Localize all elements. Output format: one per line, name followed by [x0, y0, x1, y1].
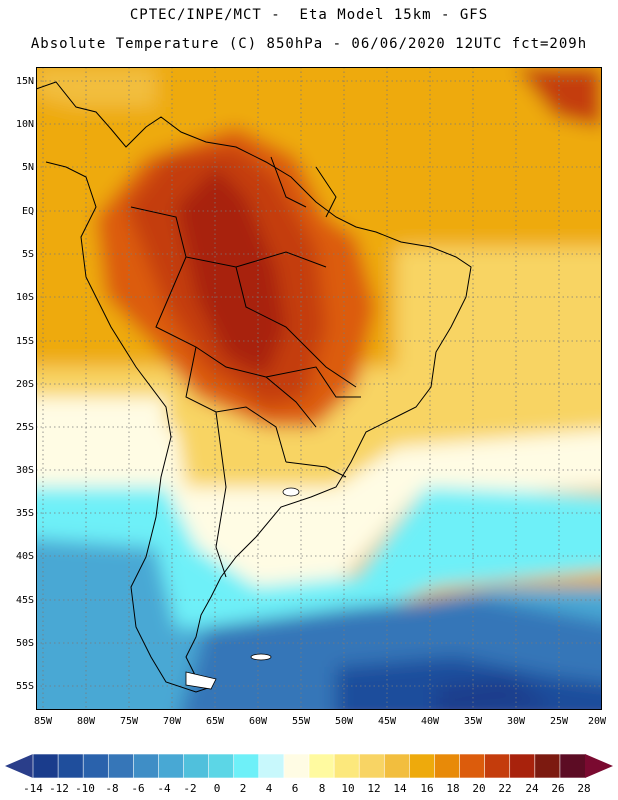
colorbar-label: 26	[551, 782, 565, 795]
colorbar-swatch	[32, 753, 59, 779]
lon-label: 85W	[33, 716, 53, 727]
colorbar-label: -6	[131, 782, 145, 795]
lat-label: 5N	[21, 162, 34, 173]
temperature-map	[36, 67, 602, 710]
chart-subtitle: Absolute Temperature (C) 850hPa - 06/06/…	[30, 36, 588, 52]
colorbar-swatch	[484, 753, 511, 779]
colorbar-swatch	[283, 753, 310, 779]
field-24	[176, 167, 286, 377]
lon-label: 35W	[463, 716, 483, 727]
lat-label: 10S	[15, 292, 34, 303]
colorbar-swatch	[534, 753, 561, 779]
coastline	[36, 81, 472, 693]
colorbar-swatch	[133, 753, 160, 779]
colorbar-swatch	[107, 753, 135, 779]
colorbar-under-arrow	[5, 754, 33, 778]
colorbar-label: 0	[213, 782, 221, 795]
lat-label: 30S	[15, 465, 34, 476]
colorbar-label: 28	[577, 782, 591, 795]
colorbar-swatch	[559, 753, 586, 779]
colorbar-label: 20	[472, 782, 486, 795]
lon-label: 45W	[377, 716, 397, 727]
colorbar-swatch	[409, 753, 436, 779]
lon-label: 65W	[205, 716, 225, 727]
lon-label: 75W	[119, 716, 139, 727]
lon-label: 25W	[549, 716, 569, 727]
field-22-north	[516, 67, 602, 127]
colorbar-swatch	[333, 753, 360, 779]
colorbar-label: 10	[341, 782, 355, 795]
field-neg14	[436, 677, 556, 710]
lon-label: 20W	[587, 716, 607, 727]
lon-label: 40W	[420, 716, 440, 727]
lon-label: 30W	[506, 716, 526, 727]
colorbar-label: -4	[157, 782, 171, 795]
colorbar-swatch	[258, 753, 285, 779]
colorbar-label: 6	[291, 782, 299, 795]
lon-label: 80W	[76, 716, 96, 727]
field-8	[36, 427, 602, 587]
colorbar-swatch	[308, 753, 335, 779]
lat-label: 45S	[15, 595, 34, 606]
lat-label: 25S	[15, 422, 34, 433]
lat-label: 5S	[21, 249, 34, 260]
colorbar-label: 22	[498, 782, 512, 795]
lat-label: 50S	[15, 638, 34, 649]
colorbar-swatch	[509, 753, 536, 779]
graticule	[36, 67, 602, 710]
field-4	[36, 487, 602, 627]
colorbar-label: -14	[23, 782, 43, 795]
colorbar-label: 14	[393, 782, 407, 795]
field-12-atlantic	[396, 247, 602, 427]
lon-label: 60W	[248, 716, 268, 727]
colorbar-label: 16	[420, 782, 434, 795]
lon-label: 55W	[291, 716, 311, 727]
lat-label: 20S	[15, 379, 34, 390]
lat-label: 10N	[15, 119, 34, 130]
colorbar-swatch	[459, 753, 486, 779]
lat-label: 15N	[15, 76, 34, 87]
lat-label: 15S	[15, 336, 34, 347]
colorbar-swatch	[82, 753, 109, 779]
lon-label: 70W	[162, 716, 182, 727]
lon-label: 50W	[334, 716, 354, 727]
colorbar-over-arrow	[585, 754, 613, 778]
colorbar-label: 24	[525, 782, 539, 795]
lat-label: 35S	[15, 508, 34, 519]
lat-label: 40S	[15, 551, 34, 562]
colorbar	[5, 753, 613, 779]
colorbar-swatch	[158, 753, 185, 779]
lat-label: EQ	[21, 206, 34, 217]
colorbar-label: 18	[446, 782, 460, 795]
colorbar-label: -8	[105, 782, 119, 795]
colorbar-label: -2	[183, 782, 197, 795]
islands	[185, 487, 300, 690]
colorbar-swatch	[233, 753, 260, 779]
colorbar-label: 2	[239, 782, 247, 795]
colorbar-swatch	[208, 753, 235, 779]
map-frame	[36, 67, 602, 710]
colorbar-label: 8	[318, 782, 326, 795]
colorbar-label: -12	[49, 782, 69, 795]
chart-title: CPTEC/INPE/MCT - Eta Model 15km - GFS	[129, 7, 489, 23]
colorbar-label: -10	[75, 782, 95, 795]
colorbar-label: 4	[265, 782, 273, 795]
lat-label: 55S	[15, 681, 34, 692]
colorbar-swatch	[434, 753, 461, 779]
field-14-north	[36, 67, 156, 107]
colorbar-swatch	[183, 753, 210, 779]
colorbar-swatch	[383, 753, 411, 779]
colorbar-label: 12	[367, 782, 381, 795]
colorbar-swatch	[358, 753, 385, 779]
colorbar-swatch	[57, 753, 84, 779]
